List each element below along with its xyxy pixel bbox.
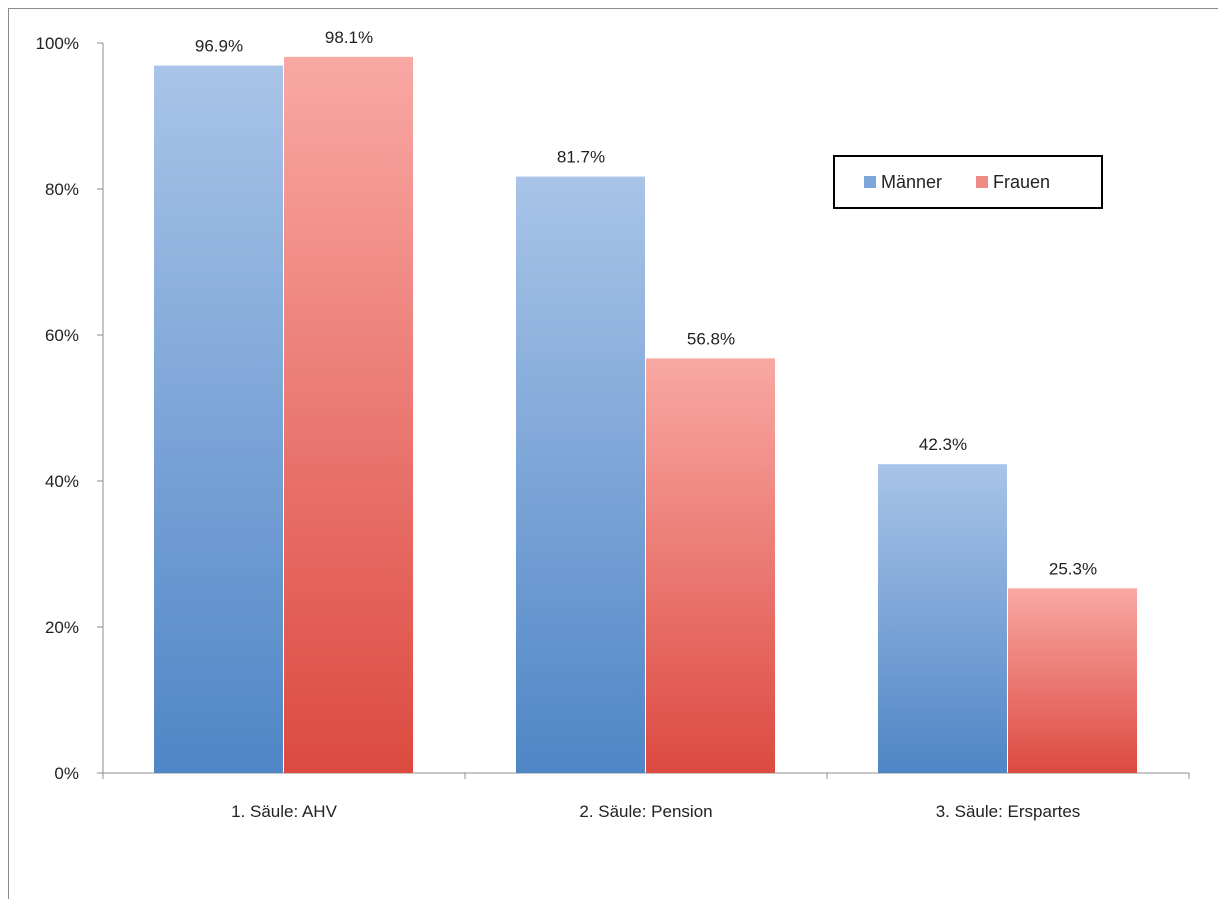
y-tick-label: 80% xyxy=(45,180,79,199)
legend-label-frauen: Frauen xyxy=(993,172,1050,192)
y-tick-label: 40% xyxy=(45,472,79,491)
bar-frauen-2 xyxy=(646,358,775,773)
data-label: 56.8% xyxy=(687,329,735,348)
y-tick-label: 20% xyxy=(45,618,79,637)
data-label: 81.7% xyxy=(557,148,605,167)
bar-maenner-1 xyxy=(154,65,283,773)
bar-frauen-1 xyxy=(284,56,413,774)
chart-frame: 0% 20% 40% 60% 80% 100% 96.9% 98.1% 1. Säule: A… xyxy=(8,8,1218,899)
bar-chart: 0% 20% 40% 60% 80% 100% 96.9% 98.1% 1. Säule: A… xyxy=(36,28,1190,821)
category-label: 3. Säule: Erspartes xyxy=(936,802,1081,821)
legend-swatch-maenner xyxy=(864,176,876,188)
data-label: 98.1% xyxy=(325,28,373,47)
category-label: 2. Säule: Pension xyxy=(579,802,712,821)
legend-label-maenner: Männer xyxy=(881,172,942,192)
data-label: 25.3% xyxy=(1049,559,1097,578)
y-tick-label: 100% xyxy=(36,34,79,53)
y-tick-label: 60% xyxy=(45,326,79,345)
bar-maenner-2 xyxy=(516,176,645,774)
data-label: 42.3% xyxy=(919,435,967,454)
y-tick-label: 0% xyxy=(54,764,79,783)
legend-swatch-frauen xyxy=(976,176,988,188)
legend-box xyxy=(833,155,1103,209)
data-label: 96.9% xyxy=(195,37,243,56)
category-label: 1. Säule: AHV xyxy=(231,802,338,821)
bar-frauen-3 xyxy=(1008,588,1137,773)
bar-maenner-3 xyxy=(878,464,1007,773)
